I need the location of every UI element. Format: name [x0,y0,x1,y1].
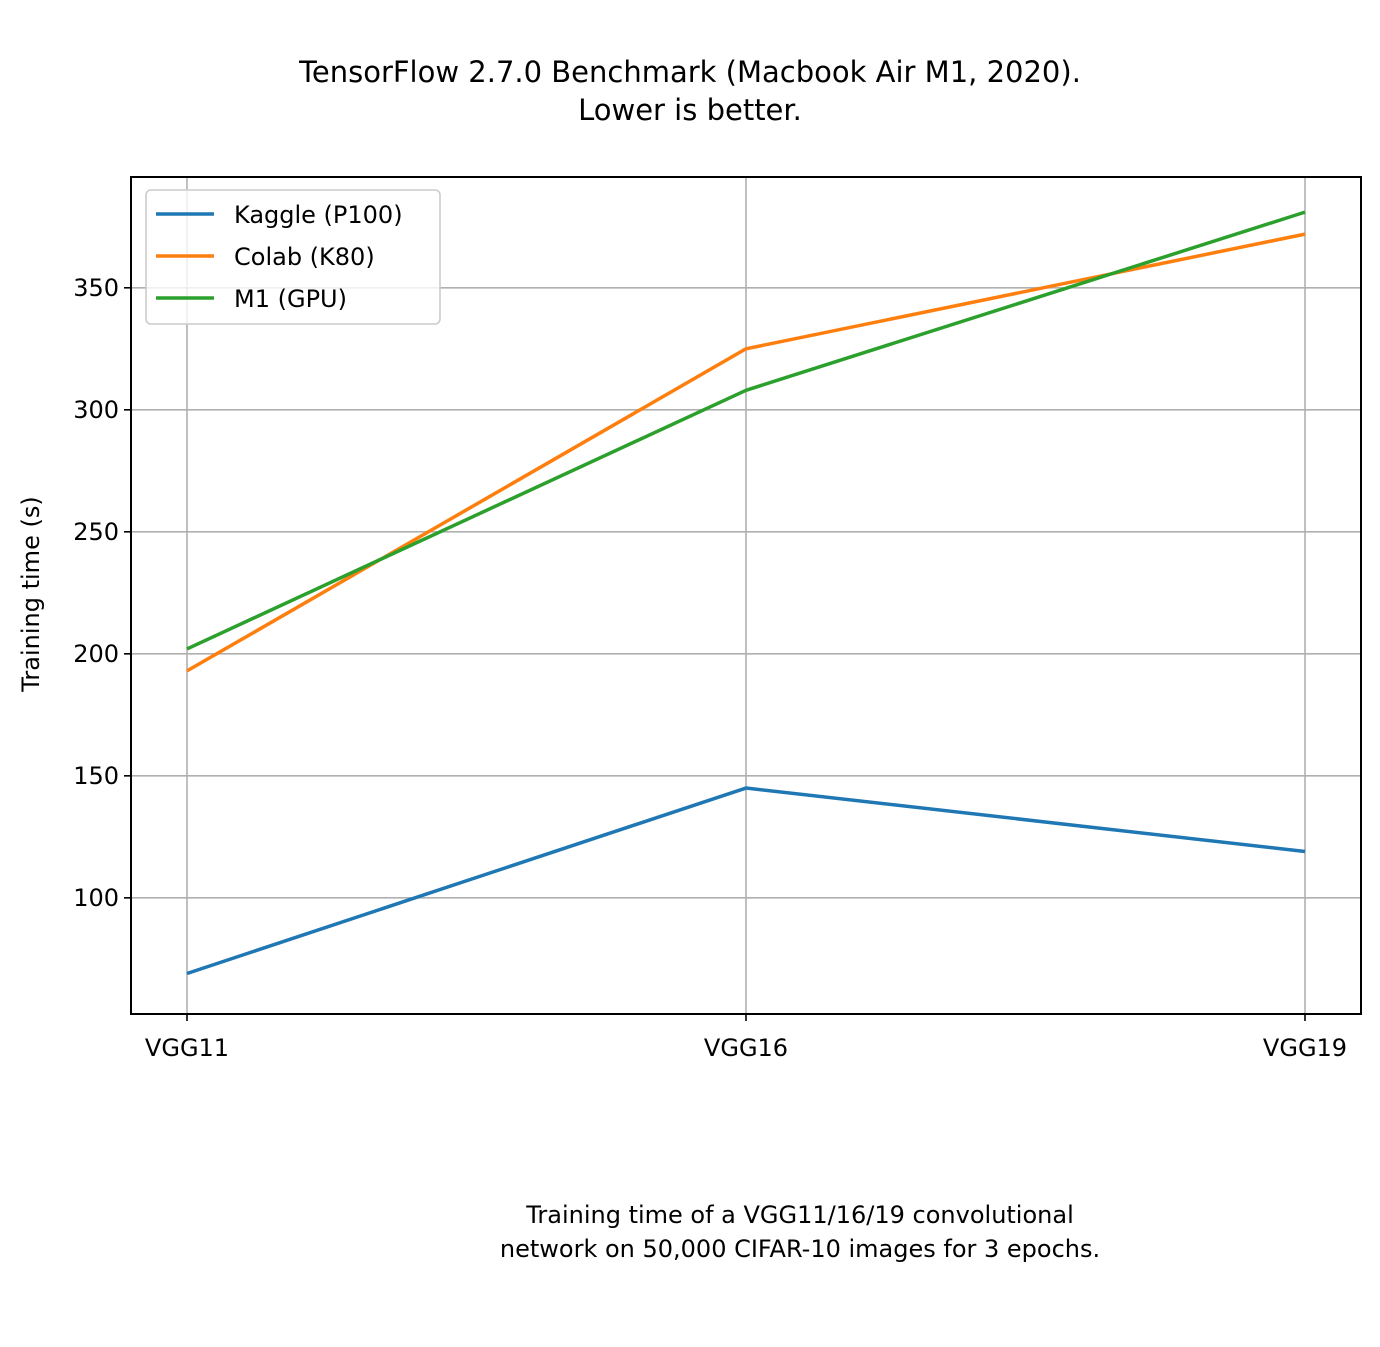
chart-subtitle: Lower is better. [578,93,802,127]
y-axis-ticks: 100 150 200 250 300 350 [73,274,131,912]
line-chart: 100 150 200 250 300 350 VGG11 VGG16 VGG19 Kaggl… [73,176,1362,1062]
y-tick-label: 300 [73,396,119,424]
legend: Kaggle (P100) Colab (K80) M1 (GPU) [145,189,441,325]
series-lines [186,210,1306,976]
figure-caption: Training time of a VGG11/16/19 convoluti… [350,1198,1250,1266]
y-tick-label: 250 [73,518,119,546]
legend-box [145,189,441,325]
series-line [186,786,1306,976]
x-tick-label: VGG11 [145,1034,229,1062]
x-tick-label: VGG16 [704,1034,788,1062]
legend-label: Kaggle (P100) [234,201,403,229]
legend-label: Colab (K80) [234,243,375,271]
y-tick-label: 200 [73,640,119,668]
x-axis-ticks: VGG11 VGG16 VGG19 [145,1014,1347,1062]
chart-title: TensorFlow 2.7.0 Benchmark (Macbook Air … [299,55,1081,89]
caption-line-2: network on 50,000 CIFAR-10 images for 3 … [499,1235,1101,1263]
y-tick-label: 150 [73,762,119,790]
grid-lines [131,177,1361,1014]
caption-line-1: Training time of a VGG11/16/19 convoluti… [526,1201,1074,1229]
x-tick-label: VGG19 [1263,1034,1347,1062]
legend-label: M1 (GPU) [234,285,347,313]
y-tick-label: 100 [73,884,119,912]
series-line [186,210,1306,651]
y-tick-label: 350 [73,274,119,302]
